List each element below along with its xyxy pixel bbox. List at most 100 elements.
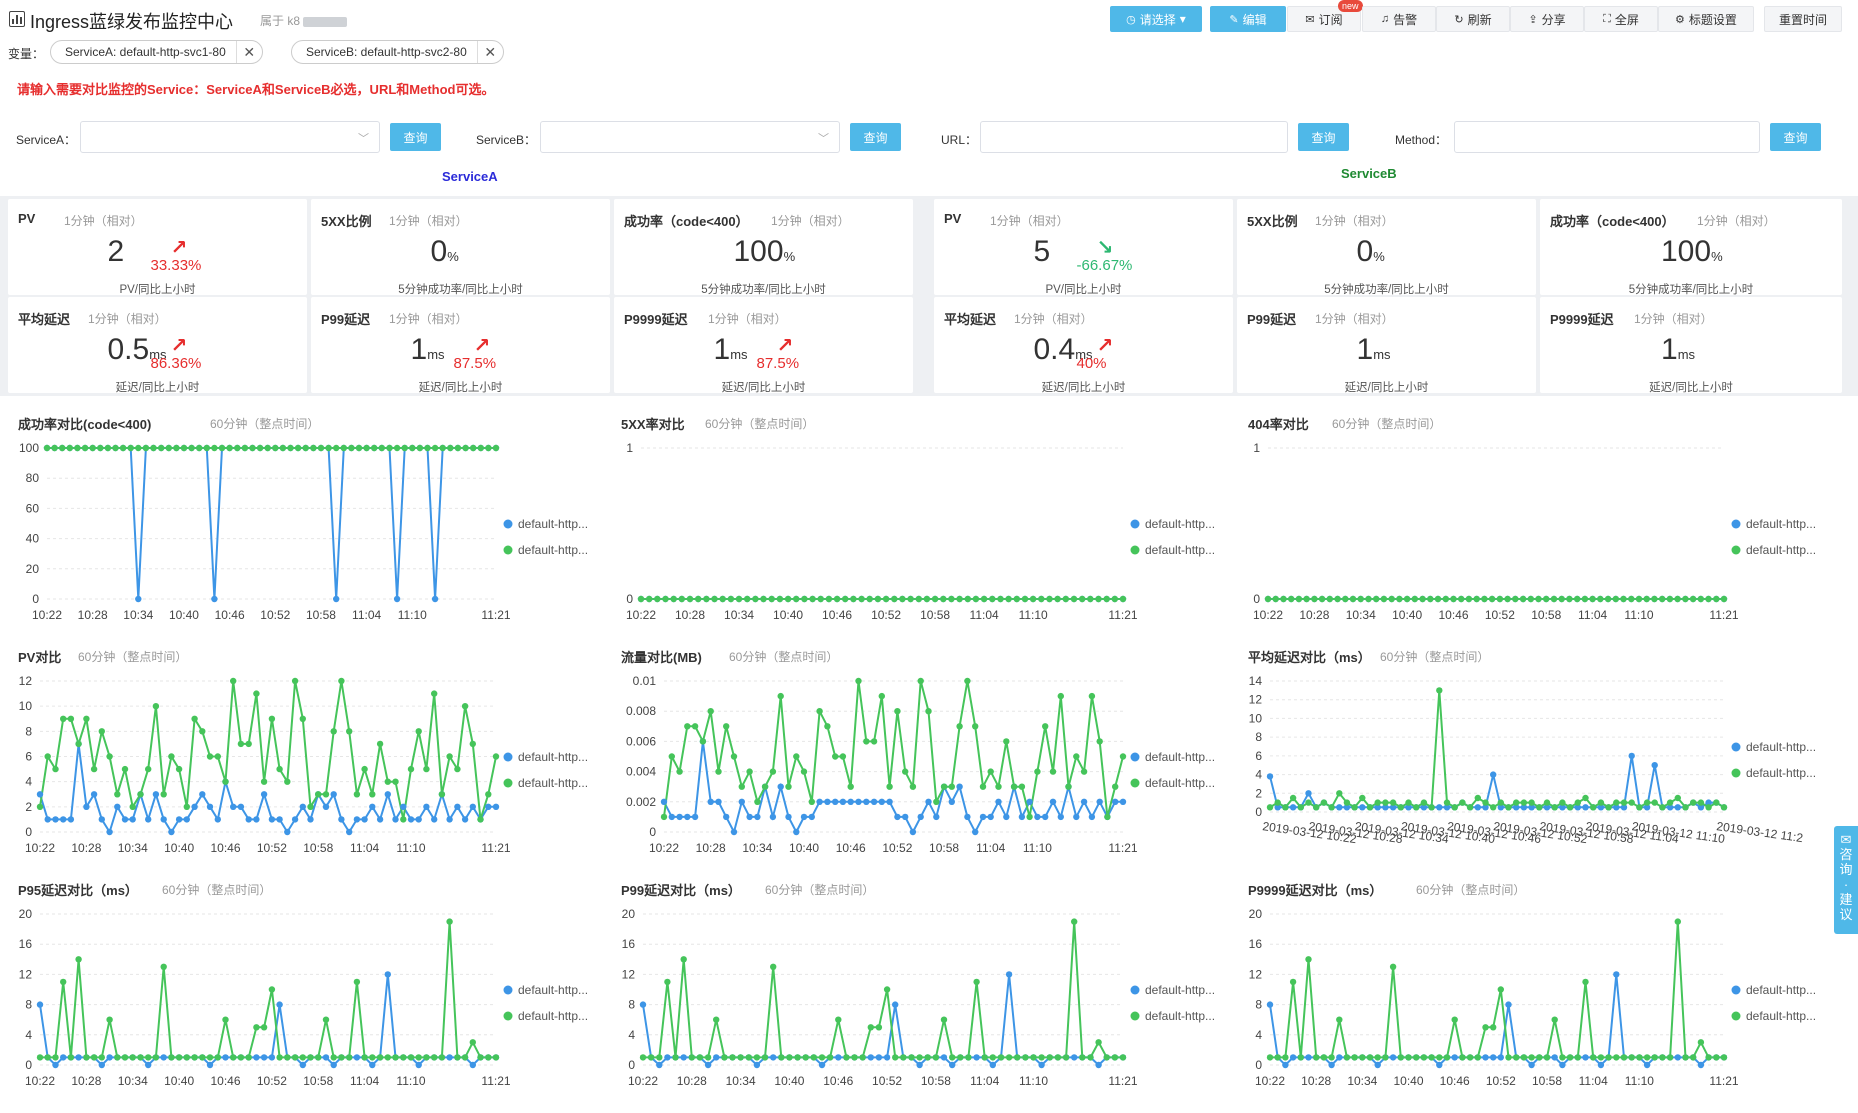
data-point[interactable]: [348, 444, 355, 452]
data-point[interactable]: [438, 791, 446, 798]
data-point[interactable]: [322, 803, 330, 810]
data-point[interactable]: [882, 595, 890, 603]
legend-marker[interactable]: [1130, 778, 1140, 788]
data-point[interactable]: [98, 728, 106, 735]
data-point[interactable]: [1513, 1054, 1520, 1061]
data-point[interactable]: [112, 444, 119, 452]
data-point[interactable]: [384, 791, 391, 798]
url-query-button[interactable]: 查询: [1298, 123, 1349, 151]
data-point[interactable]: [744, 595, 751, 603]
data-point[interactable]: [230, 803, 237, 810]
data-point[interactable]: [447, 444, 454, 452]
data-point[interactable]: [940, 1016, 948, 1023]
data-point[interactable]: [1111, 595, 1118, 603]
data-point[interactable]: [770, 963, 777, 970]
data-point[interactable]: [1389, 799, 1397, 806]
data-point[interactable]: [268, 715, 276, 722]
legend-label[interactable]: default-http...: [1746, 517, 1816, 531]
data-point[interactable]: [325, 444, 332, 452]
data-point[interactable]: [376, 740, 384, 748]
data-point[interactable]: [1651, 762, 1658, 769]
service-a-select[interactable]: ﹀: [80, 121, 380, 153]
data-point[interactable]: [253, 1054, 260, 1061]
data-point[interactable]: [52, 1061, 59, 1069]
legend-label[interactable]: default-http...: [1145, 1009, 1215, 1023]
data-point[interactable]: [1318, 595, 1326, 603]
data-point[interactable]: [206, 753, 214, 760]
data-point[interactable]: [900, 1054, 907, 1061]
data-point[interactable]: [1597, 804, 1605, 811]
data-point[interactable]: [135, 595, 142, 603]
data-point[interactable]: [1005, 1054, 1013, 1061]
data-point[interactable]: [1474, 804, 1481, 811]
data-point[interactable]: [1597, 799, 1605, 806]
data-point[interactable]: [878, 798, 885, 805]
data-point[interactable]: [695, 595, 702, 603]
data-point[interactable]: [916, 1061, 923, 1069]
data-point[interactable]: [191, 715, 198, 722]
data-point[interactable]: [1720, 1054, 1728, 1061]
data-point[interactable]: [492, 803, 500, 810]
data-point[interactable]: [1620, 799, 1628, 806]
data-point[interactable]: [973, 978, 980, 986]
data-point[interactable]: [83, 803, 90, 810]
data-point[interactable]: [1054, 1054, 1062, 1061]
data-point[interactable]: [684, 813, 691, 821]
data-point[interactable]: [75, 1054, 82, 1061]
data-point[interactable]: [98, 1061, 106, 1069]
data-point[interactable]: [1095, 1039, 1102, 1046]
data-point[interactable]: [1034, 768, 1041, 775]
data-point[interactable]: [778, 1054, 785, 1061]
reset-time-button[interactable]: 重置时间: [1764, 6, 1842, 32]
data-point[interactable]: [168, 828, 175, 836]
data-point[interactable]: [1274, 804, 1281, 811]
data-point[interactable]: [1049, 798, 1057, 805]
data-point[interactable]: [917, 813, 924, 821]
data-point[interactable]: [1034, 813, 1041, 821]
data-point[interactable]: [1559, 1054, 1566, 1061]
data-point[interactable]: [972, 723, 979, 730]
data-point[interactable]: [1070, 595, 1078, 603]
data-point[interactable]: [915, 595, 922, 603]
data-point[interactable]: [1042, 723, 1049, 730]
data-point[interactable]: [81, 444, 89, 452]
data-point[interactable]: [989, 1054, 996, 1061]
data-point[interactable]: [353, 791, 361, 798]
data-point[interactable]: [800, 813, 808, 821]
share-button[interactable]: ⇪ 分享: [1510, 6, 1584, 32]
data-point[interactable]: [867, 1024, 874, 1031]
data-point[interactable]: [346, 1054, 353, 1061]
data-point[interactable]: [1443, 799, 1451, 806]
data-point[interactable]: [59, 444, 66, 452]
data-point[interactable]: [431, 690, 438, 697]
data-point[interactable]: [1628, 595, 1635, 603]
data-point[interactable]: [1038, 1054, 1045, 1061]
data-point[interactable]: [1305, 956, 1312, 963]
data-point[interactable]: [1334, 595, 1341, 603]
data-point[interactable]: [688, 1054, 695, 1061]
data-point[interactable]: [949, 1061, 956, 1069]
data-point[interactable]: [785, 783, 792, 790]
data-point[interactable]: [256, 444, 264, 452]
data-point[interactable]: [752, 595, 759, 603]
data-point[interactable]: [333, 444, 340, 452]
data-point[interactable]: [160, 816, 167, 823]
data-point[interactable]: [67, 715, 75, 722]
data-point[interactable]: [1282, 1061, 1289, 1069]
data-point[interactable]: [1320, 1054, 1328, 1061]
data-point[interactable]: [1112, 783, 1119, 790]
data-point[interactable]: [1428, 1054, 1435, 1061]
data-point[interactable]: [180, 444, 188, 452]
data-point[interactable]: [1328, 1061, 1335, 1069]
data-point[interactable]: [818, 1061, 826, 1069]
data-point[interactable]: [1620, 804, 1628, 811]
data-point[interactable]: [1666, 1054, 1674, 1061]
data-point[interactable]: [299, 1061, 306, 1069]
data-point[interactable]: [1420, 799, 1428, 806]
data-point[interactable]: [485, 444, 492, 452]
data-point[interactable]: [52, 1054, 59, 1061]
data-point[interactable]: [639, 1054, 647, 1061]
data-point[interactable]: [322, 1054, 330, 1061]
data-point[interactable]: [299, 1054, 306, 1061]
data-point[interactable]: [60, 978, 67, 986]
